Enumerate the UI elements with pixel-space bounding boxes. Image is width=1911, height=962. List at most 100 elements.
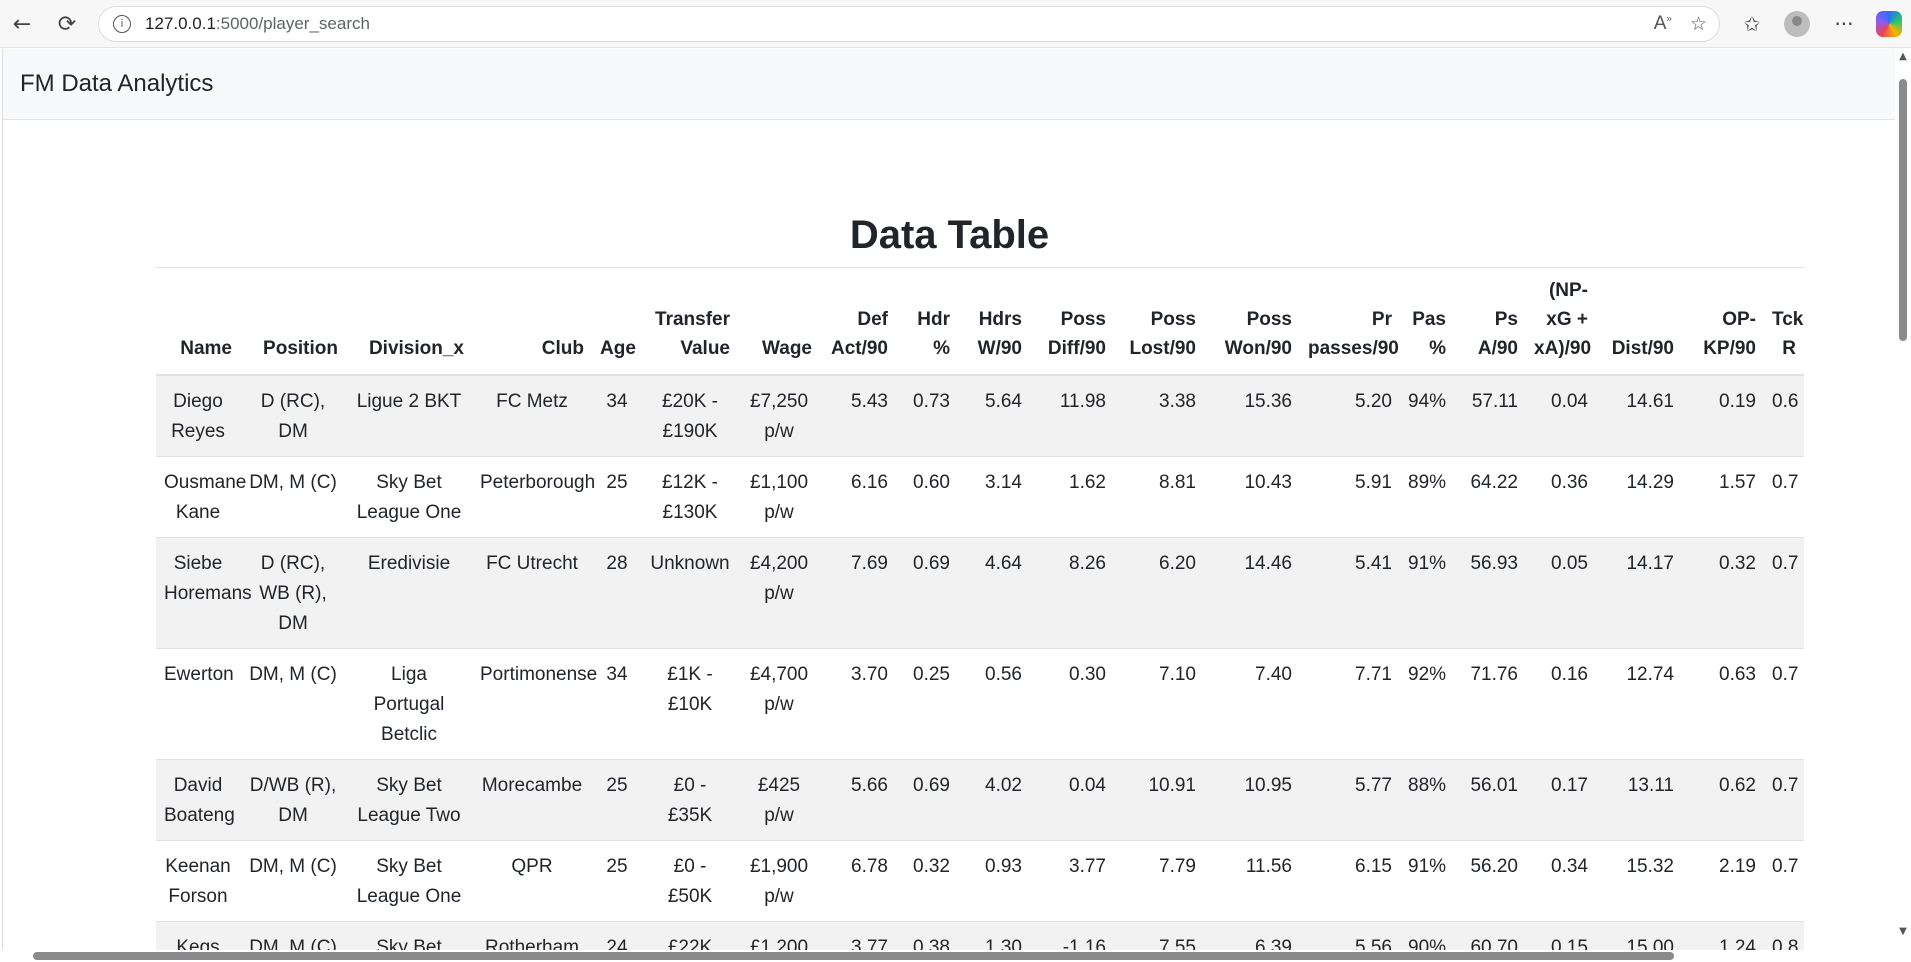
address-bar[interactable]: i 127.0.0.1:5000/player_search A» ☆ [98, 6, 1720, 42]
table-cell: £12K - £130K [642, 456, 738, 538]
table-cell: FC Utrecht [472, 537, 592, 649]
table-cell: 25 [592, 456, 642, 538]
column-header: OP-KP/90 [1682, 267, 1764, 376]
table-cell: £0 - £50K [642, 840, 738, 922]
table-cell: Peterborough [472, 456, 595, 538]
table-cell: 5.41 [1300, 537, 1400, 649]
reload-icon[interactable]: ⟳ [57, 11, 77, 37]
table-cell: David Boateng [156, 759, 240, 841]
table-cell: 0.7 [1764, 648, 1804, 760]
column-header: Hdr % [896, 267, 958, 376]
table-cell: Sky Bet League Two [346, 759, 472, 841]
table-cell: 1.24 [1682, 921, 1764, 951]
back-icon[interactable]: ← [12, 11, 32, 37]
table-cell: DM, M (C) [240, 921, 346, 951]
table-cell: 60.70 [1454, 921, 1526, 951]
table-cell: 7.40 [1204, 648, 1300, 760]
table-cell: 3.14 [958, 456, 1030, 538]
table-cell: Sky Bet League One [346, 840, 472, 922]
table-cell: Unknown [642, 537, 738, 649]
column-header: Division_x [346, 267, 472, 376]
more-icon[interactable]: ··· [1834, 12, 1854, 36]
table-cell: Rotherham [472, 921, 592, 951]
table-cell: £1,900 p/w [738, 840, 820, 922]
table-cell: 0.32 [896, 840, 958, 922]
table-cell: 1.30 [958, 921, 1030, 951]
table-cell: 0.32 [1682, 537, 1764, 649]
table-row: Diego Reyes D (RC), DM Ligue 2 BKT FC Metz 3… [156, 375, 1804, 457]
table-row: Ewerton DM, M (C) Liga Portugal Betclic Por… [156, 648, 1804, 760]
table-cell: 10.95 [1204, 759, 1300, 841]
table-row: Keenan Forson DM, M (C) Sky Bet League One… [156, 840, 1804, 922]
table-row: Siebe Horemans D (RC), WB (R), DM Eredivis… [156, 537, 1804, 649]
table-cell: FC Metz [472, 375, 592, 457]
table-cell: 3.70 [820, 648, 896, 760]
table-cell: 13.11 [1596, 759, 1682, 841]
table-cell: D (RC), DM [240, 375, 346, 457]
table-cell: 5.20 [1300, 375, 1400, 457]
table-cell: Liga Portugal Betclic [346, 648, 472, 760]
table-cell: 0.7 [1764, 456, 1804, 538]
table-cell: 5.64 [958, 375, 1030, 457]
column-header: Hdrs W/90 [958, 267, 1030, 376]
data-table-container: Name Position Division_x Club Age Transfer Va… [156, 267, 1804, 951]
table-cell: 28 [592, 537, 642, 649]
table-cell: 34 [592, 375, 642, 457]
vertical-scrollbar[interactable]: ▲ ▼ [1895, 49, 1911, 951]
table-cell: 15.00 [1596, 921, 1682, 951]
table-cell: £1,100 p/w [738, 456, 820, 538]
scroll-down-icon[interactable]: ▼ [1899, 926, 1907, 937]
table-cell: 88% [1400, 759, 1454, 841]
column-header: Def Act/90 [820, 267, 896, 376]
profile-icon[interactable] [1783, 10, 1811, 38]
table-cell: 7.55 [1114, 921, 1204, 951]
table-cell: 14.61 [1596, 375, 1682, 457]
table-cell: £0 - £35K [642, 759, 738, 841]
table-cell: 3.77 [820, 921, 896, 951]
scroll-up-icon[interactable]: ▲ [1899, 51, 1907, 62]
column-header: Ps A/90 [1454, 267, 1526, 376]
table-cell: £425 p/w [738, 759, 820, 841]
info-icon[interactable]: i [113, 15, 131, 33]
copilot-icon[interactable] [1875, 10, 1903, 38]
table-cell: 14.29 [1596, 456, 1682, 538]
table-cell: 3.38 [1114, 375, 1204, 457]
table-cell: 6.20 [1114, 537, 1204, 649]
table-cell: 90% [1400, 921, 1454, 951]
table-cell: 6.15 [1300, 840, 1400, 922]
column-header: Club [472, 267, 592, 376]
table-cell: 0.62 [1682, 759, 1764, 841]
favorites-list-icon[interactable]: ✩ [1743, 12, 1761, 36]
table-cell: 0.19 [1682, 375, 1764, 457]
table-cell: 12.74 [1596, 648, 1682, 760]
favorite-icon[interactable]: ☆ [1689, 14, 1707, 35]
column-header: Age [592, 267, 642, 376]
table-cell: 14.46 [1204, 537, 1300, 649]
page-title: Data Table [849, 213, 1050, 257]
table-cell: 11.56 [1204, 840, 1300, 922]
column-header: Pas % [1400, 267, 1454, 376]
horizontal-scroll-thumb[interactable] [33, 952, 1674, 960]
table-cell: 0.8 [1764, 921, 1804, 951]
table-cell: 8.26 [1030, 537, 1114, 649]
table-cell: 56.01 [1454, 759, 1526, 841]
table-cell: 0.7 [1764, 840, 1804, 922]
table-cell: 0.05 [1526, 537, 1596, 649]
table-cell: Portimonense [472, 648, 597, 760]
table-cell: 6.16 [820, 456, 896, 538]
table-cell: D (RC), WB (R), DM [240, 537, 346, 649]
table-cell: £4,200 p/w [738, 537, 820, 649]
table-cell: 25 [592, 840, 642, 922]
vertical-scroll-thumb[interactable] [1899, 79, 1907, 341]
table-row: Ousmane Kane DM, M (C) Sky Bet League One P… [156, 456, 1804, 538]
horizontal-scrollbar[interactable] [0, 950, 1895, 962]
table-cell: £4,700 p/w [738, 648, 820, 760]
table-cell: 0.60 [896, 456, 958, 538]
navbar-brand[interactable]: FM Data Analytics [20, 70, 214, 97]
table-cell: DM, M (C) [240, 840, 346, 922]
table-cell: 0.38 [896, 921, 958, 951]
table-cell: 15.32 [1596, 840, 1682, 922]
table-cell: 4.64 [958, 537, 1030, 649]
read-aloud-icon[interactable]: A» [1653, 13, 1672, 34]
table-cell: 7.10 [1114, 648, 1204, 760]
